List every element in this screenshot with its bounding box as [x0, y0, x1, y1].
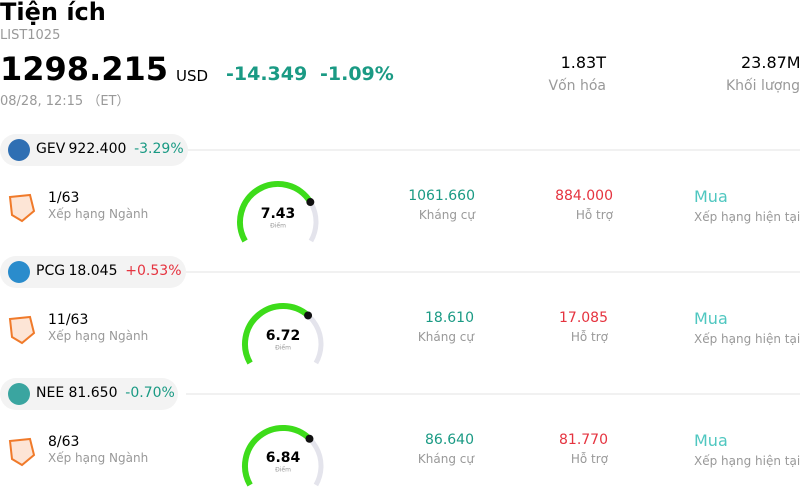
pill: [0, 378, 178, 410]
row-price: 922.400: [68, 141, 127, 157]
ticker: PCG: [36, 263, 66, 279]
score-label: Điểm: [275, 467, 291, 474]
market-cap-label: Vốn hóa: [548, 78, 606, 94]
rank: 1/63: [48, 190, 80, 206]
logo: [8, 383, 30, 405]
rank-label: Xếp hạng Ngành: [48, 207, 149, 221]
gauge-fill: [242, 425, 312, 487]
resistance: 86.640: [425, 432, 474, 448]
pill: [0, 134, 188, 166]
logo: [8, 261, 30, 283]
resistance-label: Kháng cự: [417, 330, 474, 344]
resistance-label: Kháng cự: [418, 208, 475, 222]
time: 08/28, 12:15 （ET）: [0, 94, 130, 109]
resistance: 18.610: [425, 310, 474, 326]
support-label: Hỗ trợ: [575, 208, 613, 222]
gauge-fill: [236, 180, 313, 243]
volume-label: Khối lượng: [726, 78, 800, 94]
resistance-label: Kháng cự: [417, 452, 474, 466]
score: 7.43: [261, 206, 296, 222]
rank-icon: [8, 437, 36, 467]
symbol: LIST1025: [0, 28, 61, 43]
resistance: 1061.660: [408, 188, 475, 204]
row-change: -0.70%: [125, 385, 175, 401]
ticker: NEE: [36, 385, 65, 401]
rank-label: Xếp hạng Ngành: [48, 451, 149, 465]
support-label: Hỗ trợ: [570, 452, 608, 466]
gauge-dot: [304, 311, 313, 320]
rank: 11/63: [48, 312, 89, 328]
title: Tiện ích: [0, 0, 106, 26]
rating-label: Xếp hạng hiện tại: [694, 454, 800, 468]
gauge-fill: [242, 303, 311, 365]
rating: Mua: [694, 431, 728, 450]
support-label: Hỗ trợ: [570, 330, 608, 344]
row-price: 18.045: [68, 263, 118, 279]
row-change: -3.29%: [134, 141, 184, 157]
row-change: +0.53%: [125, 263, 182, 279]
rank-icon: [8, 315, 36, 345]
score: 6.84: [266, 450, 301, 466]
score-label: Điểm: [270, 223, 286, 230]
logo: [8, 139, 30, 161]
rating-label: Xếp hạng hiện tại: [694, 210, 800, 224]
gauge-dot: [306, 198, 315, 207]
row-price: 81.650: [68, 385, 118, 401]
support: 884.000: [555, 188, 613, 204]
volume: 23.87M: [741, 53, 800, 72]
change-pct: -1.09%: [320, 63, 394, 85]
rank: 8/63: [48, 434, 80, 450]
gauge-dot: [305, 434, 314, 443]
rank-label: Xếp hạng Ngành: [48, 329, 149, 343]
rating: Mua: [694, 187, 728, 206]
score: 6.72: [266, 328, 301, 344]
ticker: GEV: [36, 141, 66, 157]
support: 81.770: [559, 432, 608, 448]
market-cap: 1.83T: [560, 53, 606, 72]
rank-icon: [8, 193, 36, 223]
currency: USD: [176, 67, 209, 85]
price: 1298.215: [0, 50, 169, 88]
rating: Mua: [694, 309, 728, 328]
score-label: Điểm: [275, 345, 291, 352]
rating-label: Xếp hạng hiện tại: [694, 332, 800, 346]
pill: [0, 256, 186, 288]
change: -14.349: [226, 63, 308, 85]
support: 17.085: [559, 310, 608, 326]
